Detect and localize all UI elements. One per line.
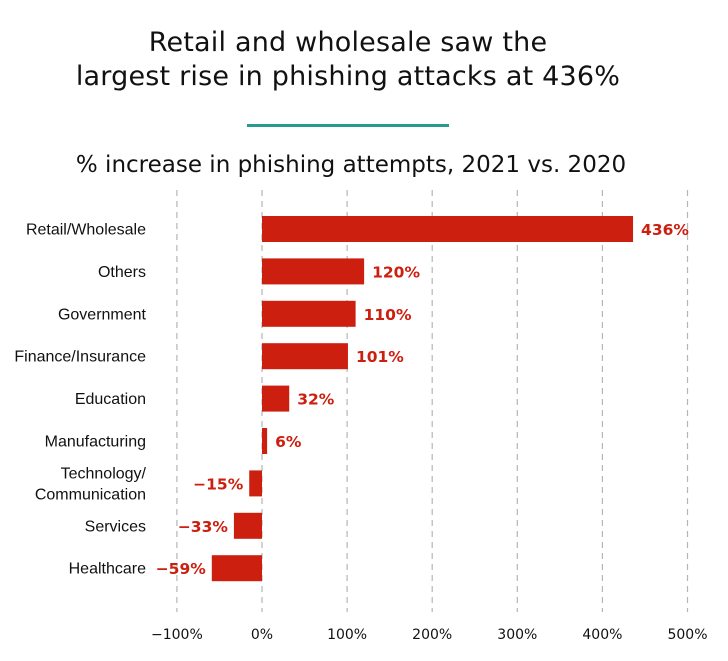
title-divider (247, 124, 449, 127)
value-label: 110% (364, 306, 412, 324)
x-tick-label: 500% (667, 627, 707, 643)
bar (233, 512, 262, 539)
x-tick-label: 200% (412, 627, 452, 643)
category-label: Others (98, 264, 146, 281)
category-label: Services (85, 518, 146, 535)
value-label: 436% (641, 221, 689, 239)
category-label: Government (58, 306, 147, 323)
category-label: Education (75, 391, 146, 408)
category-label: Healthcare (69, 561, 146, 578)
x-tick-label: −100% (151, 627, 203, 643)
category-label: Retail/Wholesale (26, 222, 146, 239)
value-label: 120% (372, 263, 420, 281)
headline: Retail and wholesale saw the largest ris… (0, 26, 696, 94)
bar (262, 343, 348, 370)
value-label: 6% (275, 433, 302, 451)
x-tick-label: 300% (497, 627, 537, 643)
gridlines (176, 190, 689, 612)
bar (211, 555, 262, 582)
bar (262, 258, 365, 285)
x-axis-tick-labels: −100% 0% 100% 200% 300% 400% 500% (151, 627, 707, 643)
bars (211, 216, 634, 582)
category-label: Manufacturing (45, 434, 146, 451)
value-labels: 436% 120% 110% 101% 32% 6% −15% −33% −59% (156, 221, 690, 578)
x-tick-label: 100% (327, 627, 367, 643)
category-label: Technology/Communication (35, 465, 147, 503)
value-label: 101% (356, 348, 404, 366)
bar (249, 470, 262, 497)
value-label: 32% (297, 391, 335, 409)
category-label: Finance/Insurance (14, 349, 146, 366)
value-label: −33% (178, 518, 229, 536)
x-tick-label: 400% (582, 627, 622, 643)
headline-line-2: largest rise in phishing attacks at 436% (75, 61, 621, 92)
bar (262, 216, 634, 242)
bar (262, 428, 268, 454)
bar (262, 385, 290, 412)
chart-title: % increase in phishing attempts, 2021 vs… (75, 152, 627, 178)
value-label: −15% (193, 475, 244, 493)
category-labels: Retail/Wholesale Others Government Finance/… (14, 222, 146, 578)
x-tick-label: 0% (251, 627, 273, 643)
value-label: −59% (156, 560, 207, 578)
headline-line-1: Retail and wholesale saw the (148, 27, 548, 58)
bar (262, 300, 356, 327)
